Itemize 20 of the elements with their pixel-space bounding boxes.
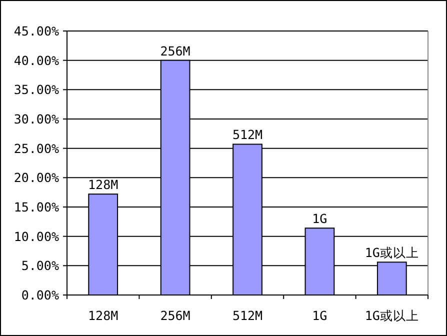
x-tick-label: 1G或以上 — [364, 308, 419, 323]
y-tick-label: 15.00% — [14, 200, 60, 214]
annotation: 1G — [312, 211, 328, 226]
y-tick-label: 25.00% — [14, 140, 60, 156]
y-tick-label: 0.00% — [21, 288, 60, 302]
y-tick-label: 20.00% — [14, 170, 60, 186]
x-tick-label: 1G — [312, 308, 328, 323]
y-tick-label: 10.00% — [14, 228, 60, 244]
annotation: 1G或以上 — [364, 245, 419, 260]
y-tick-label: 40.00% — [14, 52, 60, 68]
x-tick-label: 128M — [88, 308, 118, 323]
y-tick-label: 30.00% — [14, 112, 60, 126]
annotation: 256M — [160, 43, 190, 58]
y-tick-label: 35.00% — [14, 82, 60, 98]
y-tick-label: 45.00% — [14, 24, 60, 38]
x-tick-label: 256M — [160, 308, 190, 323]
annotation: 128M — [88, 177, 118, 192]
y-tick-label: 5.00% — [21, 258, 60, 274]
x-tick-label: 512M — [232, 308, 263, 323]
annotation: 512M — [232, 127, 263, 142]
